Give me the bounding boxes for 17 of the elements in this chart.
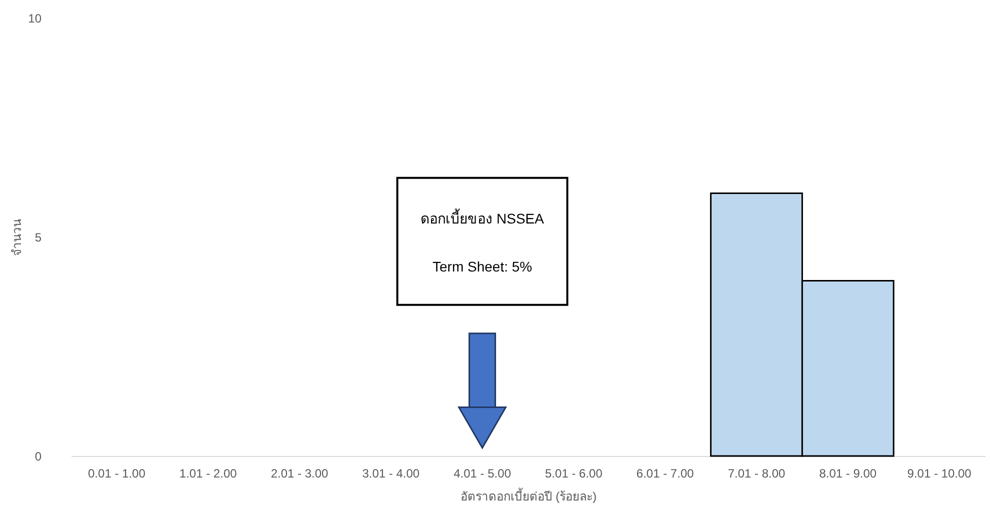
x-axis-title: อัตราดอกเบี้ยต่อปี (ร้อยละ) [460, 488, 597, 504]
x-tick-label: 3.01 - 4.00 [362, 466, 420, 480]
x-tick-label: 0.01 - 1.00 [88, 466, 146, 480]
x-tick-label: 5.01 - 6.00 [545, 466, 603, 480]
x-tick-label: 6.01 - 7.00 [636, 466, 694, 480]
y-tick-label: 10 [28, 12, 42, 26]
y-axis-title: จำนวน [10, 219, 24, 256]
x-tick-label: 7.01 - 8.00 [728, 466, 786, 480]
x-tick-label: 8.01 - 9.00 [819, 466, 877, 480]
annotation: Term Sheet: 5% [432, 258, 532, 275]
annotation: ดอกเบี้ยของ NSSEA [420, 208, 545, 226]
x-tick-label: 4.01 - 5.00 [454, 466, 512, 480]
x-tick-label: 1.01 - 2.00 [179, 466, 238, 480]
y-tick-label: 5 [34, 230, 42, 244]
x-tick-label: 9.01 - 10.00 [907, 466, 972, 480]
x-tick-label: 2.01 - 3.00 [270, 466, 329, 480]
y-tick-label: 0 [34, 450, 42, 464]
